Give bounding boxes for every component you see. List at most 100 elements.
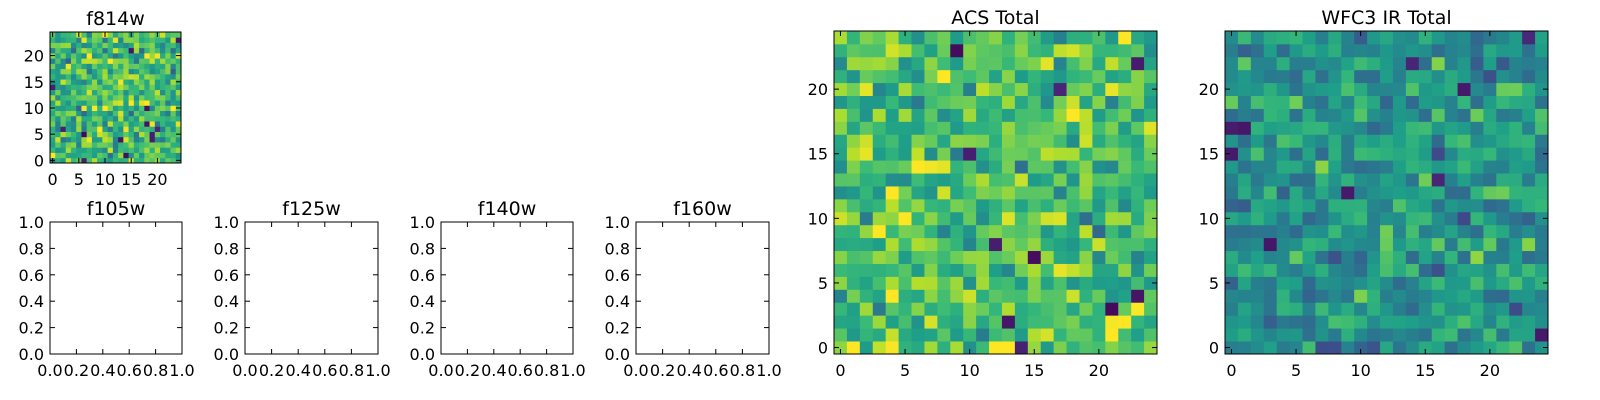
heatmap-cell	[1053, 211, 1067, 226]
heatmap-cell	[133, 37, 140, 43]
heatmap-cell	[1457, 289, 1471, 303]
y-tick-label: 0.2	[214, 319, 239, 338]
heatmap-cell	[1237, 69, 1252, 84]
heatmap-cell	[70, 126, 77, 132]
heatmap-cell	[139, 157, 145, 164]
heatmap-cell	[924, 31, 938, 45]
heatmap-cell	[1367, 237, 1381, 252]
heatmap-cell	[102, 47, 109, 54]
heatmap-cell	[1444, 315, 1458, 329]
heatmap-cell	[950, 276, 964, 290]
heatmap-cell	[1354, 108, 1368, 122]
heatmap-cell	[1380, 211, 1394, 226]
heatmap-cell	[1509, 108, 1523, 122]
heatmap-cell	[1001, 160, 1016, 174]
heatmap-cell	[1250, 69, 1265, 84]
x-tick-label: 0	[835, 361, 845, 380]
heatmap-cell	[885, 95, 899, 109]
heatmap-cell	[1509, 289, 1523, 303]
heatmap-cell	[898, 211, 912, 226]
heatmap-cell	[1535, 302, 1549, 316]
heatmap-cell	[55, 147, 61, 153]
heatmap-cell	[1144, 69, 1158, 84]
heatmap-cell	[81, 157, 88, 164]
heatmap-cell	[1237, 160, 1252, 174]
heatmap-cell	[1444, 211, 1458, 226]
heatmap-cell	[1263, 69, 1278, 84]
heatmap-cell	[118, 121, 124, 127]
heatmap-cell	[1315, 160, 1329, 174]
heatmap-cell	[139, 126, 145, 132]
heatmap-cell	[1276, 211, 1290, 226]
heatmap-cell	[170, 37, 177, 43]
heatmap-cell	[1418, 224, 1433, 239]
heatmap-cell	[112, 110, 119, 117]
x-tick-label: 0.2	[259, 361, 284, 380]
heatmap-cell	[976, 276, 990, 290]
heatmap-cell	[1092, 43, 1106, 58]
heatmap-cell	[1276, 31, 1290, 45]
heatmap-cell	[1014, 302, 1029, 316]
heatmap-cell	[911, 160, 925, 174]
heatmap-cell	[76, 89, 82, 96]
heatmap-cell	[1367, 315, 1381, 329]
heatmap-cell	[1418, 108, 1433, 122]
heatmap-cell	[834, 237, 848, 252]
heatmap-cell	[76, 68, 82, 75]
heatmap-cell	[1341, 315, 1355, 329]
heatmap-cell	[963, 134, 977, 148]
heatmap-cell	[1418, 237, 1433, 252]
heatmap-cell	[81, 89, 88, 96]
heatmap-cell	[1118, 263, 1132, 277]
heatmap-cell	[1392, 289, 1407, 303]
heatmap-cell	[1237, 289, 1252, 303]
y-tick-label: 15	[1199, 145, 1219, 164]
heatmap-cell	[1014, 224, 1029, 239]
heatmap-cell	[950, 289, 964, 303]
heatmap-cell	[65, 79, 72, 85]
x-tick-label: 0.6	[703, 361, 728, 380]
x-tick-label: 0.6	[116, 361, 141, 380]
heatmap-cell	[1118, 108, 1132, 122]
heatmap-cell	[1315, 198, 1329, 213]
heatmap-cell	[1289, 121, 1303, 135]
heatmap-cell	[1118, 31, 1132, 45]
heatmap-cell	[1418, 289, 1433, 303]
heatmap-cell	[1092, 108, 1106, 122]
heatmap-cell	[65, 110, 72, 117]
heatmap-cell	[118, 152, 124, 159]
heatmap-cell	[1483, 69, 1497, 84]
heatmap-cell	[859, 198, 874, 213]
heatmap-cell	[149, 47, 156, 54]
heatmap-cell	[118, 32, 124, 38]
heatmap-cell	[989, 121, 1003, 135]
heatmap-cell	[898, 263, 912, 277]
heatmap-cell	[154, 42, 161, 49]
heatmap-cell	[924, 263, 938, 277]
heatmap-cell	[97, 121, 103, 127]
heatmap-cell	[149, 37, 156, 43]
heatmap-cell	[1405, 289, 1420, 303]
heatmap-cell	[1380, 237, 1394, 252]
heatmap-cell	[1392, 263, 1407, 277]
heatmap-cell	[1470, 69, 1484, 84]
heatmap-cell	[65, 37, 72, 43]
heatmap-cell	[1470, 173, 1484, 187]
heatmap-cell	[924, 276, 938, 290]
heatmap-cell	[911, 56, 925, 71]
heatmap-cell	[924, 224, 938, 239]
heatmap-cell	[950, 186, 964, 200]
heatmap-cell	[1237, 108, 1252, 122]
heatmap-cell	[170, 147, 177, 153]
heatmap-cell	[846, 82, 861, 96]
heatmap-cell	[70, 89, 77, 96]
heatmap-cell	[144, 79, 150, 85]
heatmap-cell	[1328, 250, 1342, 264]
heatmap-cell	[70, 58, 77, 64]
y-tick-label: 20	[1199, 80, 1219, 99]
heatmap-cell	[81, 105, 88, 111]
heatmap-cell	[924, 250, 938, 264]
heatmap-cell	[149, 42, 156, 49]
heatmap-cell	[1302, 211, 1316, 226]
heatmap-cell	[924, 186, 938, 200]
